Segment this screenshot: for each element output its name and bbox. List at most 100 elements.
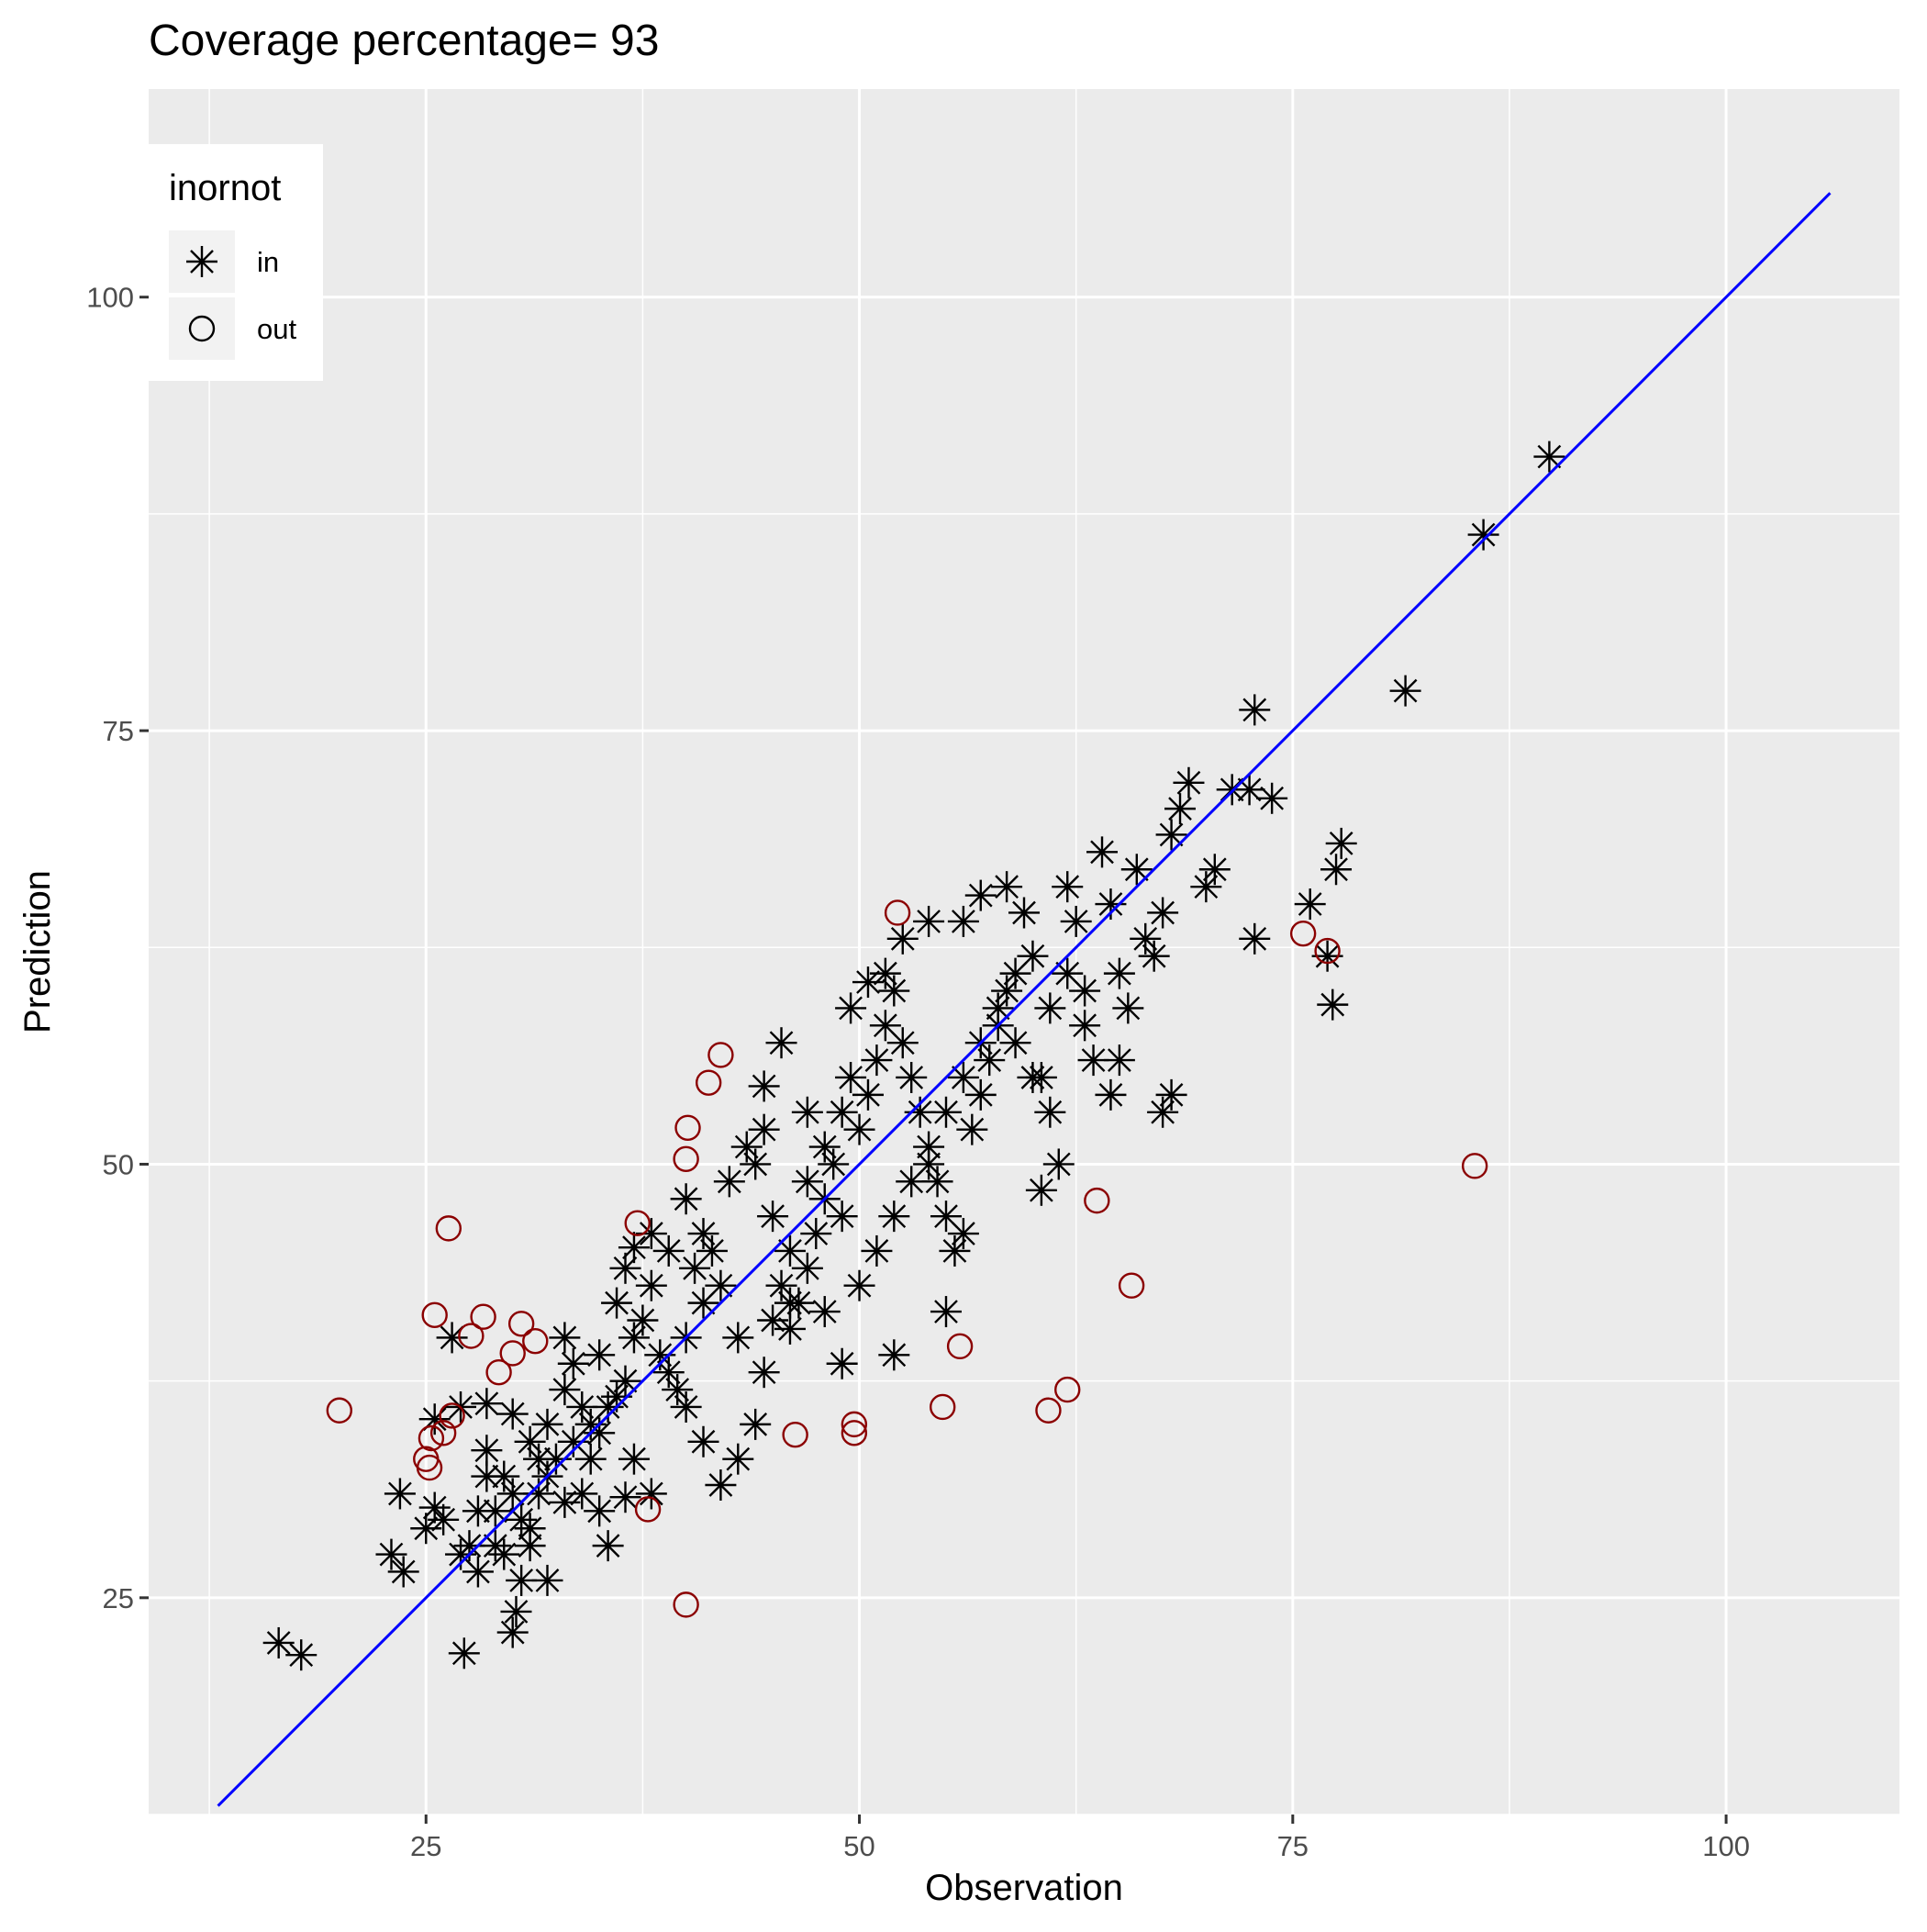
data-point-in <box>748 1113 780 1145</box>
data-point-in <box>852 1078 884 1111</box>
data-point-in <box>479 1495 511 1527</box>
data-point-in <box>800 1218 832 1250</box>
data-point-in <box>748 1070 780 1102</box>
x-tick-label: 75 <box>1277 1830 1309 1862</box>
data-point-in <box>375 1538 407 1570</box>
data-point-in <box>635 1269 667 1301</box>
data-point-in <box>765 1027 797 1059</box>
y-tick-label: 25 <box>103 1582 134 1614</box>
data-point-out <box>1084 1187 1110 1214</box>
data-point-in <box>818 1148 850 1180</box>
data-point-in <box>843 1113 875 1145</box>
data-point-in <box>592 1530 624 1562</box>
data-point-in <box>878 1201 910 1233</box>
data-point-in <box>1069 1010 1101 1042</box>
data-point-in <box>1086 836 1119 868</box>
data-point-in <box>1294 888 1326 921</box>
data-point-in <box>1190 871 1222 903</box>
data-point-in <box>1008 897 1040 929</box>
data-point-in <box>601 1287 633 1319</box>
x-tick-label: 50 <box>843 1830 874 1862</box>
data-point-in <box>609 1252 641 1284</box>
data-point-in <box>1320 854 1353 886</box>
data-point-in <box>861 1234 893 1267</box>
data-point-in <box>1467 519 1499 551</box>
data-point-in <box>652 1357 685 1389</box>
data-point-in <box>1034 1096 1066 1128</box>
data-point-out <box>435 1215 462 1242</box>
data-point-out <box>930 1393 956 1421</box>
data-point-in <box>285 1639 317 1671</box>
data-point-in <box>1095 1078 1127 1111</box>
data-point-in <box>670 1183 702 1215</box>
data-point-in <box>722 1443 754 1475</box>
data-point-in <box>531 1408 563 1440</box>
data-point-in <box>930 1296 962 1328</box>
data-point-in <box>635 1478 667 1510</box>
data-point-in <box>1198 854 1231 886</box>
data-point-out <box>458 1323 485 1349</box>
data-point-in <box>878 975 910 1007</box>
data-point-in <box>523 1478 555 1510</box>
y-tick-label: 100 <box>86 282 134 314</box>
data-point-in <box>1164 793 1197 825</box>
data-point-out <box>499 1340 526 1367</box>
data-point-in <box>618 1443 650 1475</box>
data-point-out <box>674 1114 701 1141</box>
data-point-in <box>999 1027 1031 1059</box>
data-point-in <box>904 1096 936 1128</box>
data-point-out <box>418 1424 445 1452</box>
data-point-in <box>557 1347 589 1379</box>
legend-title: inornot <box>169 168 281 208</box>
data-point-in <box>471 1435 503 1467</box>
chart-title: Coverage percentage= 93 <box>149 17 659 65</box>
data-point-in <box>644 1339 676 1371</box>
data-point-in <box>609 1481 641 1513</box>
axis-ticks <box>139 296 1728 1824</box>
data-point-out <box>695 1069 722 1096</box>
data-point-out <box>421 1301 448 1329</box>
data-point-in <box>705 1469 737 1502</box>
data-point-in <box>1034 992 1066 1024</box>
data-point-in <box>1095 888 1127 921</box>
data-point-in <box>1147 897 1179 929</box>
grid-major <box>149 89 1899 1815</box>
data-point-in <box>964 879 997 911</box>
data-point-in <box>740 1148 772 1180</box>
points-layer <box>262 441 1565 1671</box>
data-point-in <box>627 1304 659 1336</box>
data-point-in <box>886 922 919 955</box>
data-point-in <box>740 1408 772 1440</box>
legend-entry-in: in <box>169 230 279 293</box>
data-point-in <box>506 1503 538 1536</box>
data-point-in <box>930 1096 962 1128</box>
data-point-in <box>869 957 901 989</box>
data-point-in <box>886 1027 919 1059</box>
data-point-in <box>1130 922 1162 955</box>
data-point-in <box>722 1322 754 1354</box>
data-point-in <box>696 1234 728 1267</box>
data-point-in <box>1256 782 1288 814</box>
data-point-in <box>991 975 1023 1007</box>
data-point-out <box>782 1422 808 1448</box>
data-point-in <box>549 1374 581 1406</box>
data-point-in <box>1239 694 1271 726</box>
data-point-out <box>429 1420 457 1446</box>
data-point-in <box>1103 1044 1135 1077</box>
data-point-in <box>991 871 1023 903</box>
data-point-in <box>852 966 884 999</box>
data-point-in <box>540 1443 572 1475</box>
data-point-out <box>841 1411 868 1438</box>
data-point-in <box>896 1166 928 1198</box>
data-point-in <box>635 1218 667 1250</box>
data-point-in <box>774 1234 806 1267</box>
data-point-in <box>1069 975 1101 1007</box>
data-point-in <box>808 1131 841 1163</box>
data-point-in <box>1389 675 1421 707</box>
data-point-in <box>662 1374 694 1406</box>
y-tick-label: 50 <box>103 1148 134 1180</box>
data-point-in <box>496 1616 529 1648</box>
data-point-in <box>387 1556 419 1588</box>
data-point-out <box>485 1358 512 1386</box>
